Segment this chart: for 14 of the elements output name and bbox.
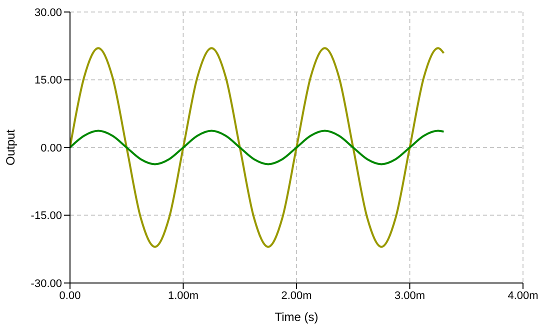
y-tick-label: 30.00: [34, 6, 62, 19]
y-tick-label: -15.00: [30, 210, 62, 222]
y-tick-label: 15.00: [34, 74, 62, 87]
line-series: [70, 47, 445, 248]
y-tick-label: -30.00: [30, 278, 62, 290]
x-axis-title: Time (s): [274, 310, 318, 324]
x-tick-label: 2.00m: [281, 290, 312, 302]
y-tick-label: 0.00: [40, 142, 62, 154]
x-tick-label: 3.00m: [394, 290, 426, 302]
y-axis-title: Output: [3, 128, 18, 166]
x-tick-label: 1.00m: [168, 290, 199, 302]
line-series: [70, 130, 445, 166]
x-tick-label: 0.00: [59, 290, 81, 302]
x-tick-label: 4.00m: [508, 290, 538, 302]
